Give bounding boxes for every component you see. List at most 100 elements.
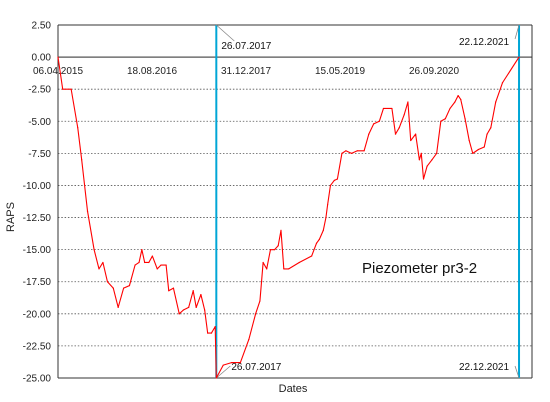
y-tick-label: 0.00 xyxy=(32,53,52,64)
data-point xyxy=(117,306,119,308)
callout-leader xyxy=(514,365,520,379)
data-point xyxy=(141,249,143,251)
data-point xyxy=(415,133,417,135)
data-point xyxy=(501,82,504,84)
data-point xyxy=(248,338,250,341)
data-point xyxy=(345,150,347,152)
y-tick-labels: 2.50 0.00 -2.50 -5.00 -7.50 -10.00 -12.50 -15.0… xyxy=(23,21,52,385)
callout-leader xyxy=(514,24,520,40)
x-tick-label: 18.08.2016 xyxy=(127,66,177,77)
callout-leader xyxy=(216,365,231,379)
data-point xyxy=(283,268,285,270)
data-point xyxy=(426,165,428,167)
data-point xyxy=(483,146,485,148)
data-point xyxy=(322,229,324,231)
data-point xyxy=(454,101,456,103)
data-point xyxy=(341,152,343,154)
data-point xyxy=(57,56,59,58)
data-point xyxy=(182,309,185,311)
data-point xyxy=(280,229,282,231)
data-point xyxy=(333,179,335,181)
data-point xyxy=(486,133,488,135)
data-point xyxy=(398,127,400,129)
data-point xyxy=(255,313,257,315)
data-point xyxy=(207,332,209,334)
data-point xyxy=(363,150,365,152)
data-point xyxy=(262,261,264,264)
y-tick-label: -7.50 xyxy=(28,149,51,160)
y-tick-label: -20.00 xyxy=(23,309,52,320)
data-point xyxy=(192,290,194,292)
data-point xyxy=(449,107,451,110)
data-point xyxy=(440,120,442,122)
data-point xyxy=(148,261,150,264)
x-tick-label: 15.05.2019 xyxy=(315,66,365,77)
data-point xyxy=(172,287,175,289)
data-point xyxy=(288,268,290,270)
data-point xyxy=(165,264,167,266)
data-point xyxy=(210,332,213,334)
data-point xyxy=(356,150,358,152)
y-tick-label: -5.00 xyxy=(28,117,51,128)
data-point xyxy=(410,139,412,142)
data-point xyxy=(298,261,300,264)
data-point xyxy=(266,268,268,270)
plot-frame xyxy=(57,24,533,379)
y-tick-label: -12.50 xyxy=(23,213,52,224)
data-point xyxy=(62,88,64,90)
data-point xyxy=(98,268,100,270)
data-point xyxy=(477,148,480,151)
x-tick-labels: 06.04.2015 18.08.2016 31.12.2017 15.05.2019… xyxy=(33,66,460,77)
data-point xyxy=(178,313,180,315)
data-point xyxy=(134,264,136,266)
data-point xyxy=(86,210,89,212)
data-point xyxy=(315,242,318,244)
data-point xyxy=(495,101,497,103)
data-point xyxy=(444,118,446,120)
data-point xyxy=(230,361,233,364)
data-point xyxy=(160,264,162,266)
data-point xyxy=(436,152,438,154)
data-point xyxy=(138,261,140,264)
x-axis-title: Dates xyxy=(279,383,308,395)
date-marker-label-bottom: 22.12.2021 xyxy=(459,362,509,373)
data-point xyxy=(460,98,462,101)
data-point xyxy=(204,309,206,311)
data-point xyxy=(81,159,83,161)
data-point xyxy=(128,284,131,287)
data-point xyxy=(394,133,397,135)
data-point xyxy=(329,184,332,187)
data-point xyxy=(325,216,327,219)
data-point xyxy=(391,107,393,110)
y-axis-title: RAPS xyxy=(5,202,17,232)
data-point xyxy=(168,290,170,292)
data-point xyxy=(277,245,279,247)
data-point xyxy=(457,95,459,97)
data-point xyxy=(214,326,216,328)
data-point xyxy=(378,120,380,122)
y-tick-label: -17.50 xyxy=(23,277,52,288)
data-point xyxy=(77,127,79,129)
data-point xyxy=(106,281,109,283)
y-tick-label: -25.00 xyxy=(23,374,52,385)
data-point xyxy=(239,361,241,364)
data-point xyxy=(336,178,338,180)
data-point xyxy=(518,56,520,58)
data-point xyxy=(431,159,433,161)
data-point xyxy=(123,287,125,289)
y-tick-label: 2.50 xyxy=(32,21,52,32)
data-point xyxy=(468,139,470,142)
chart-annotation: Piezometer pr3-2 xyxy=(362,260,477,277)
data-point xyxy=(464,118,466,120)
data-point xyxy=(200,293,202,296)
y-tick-label: -10.00 xyxy=(23,181,52,192)
data-point xyxy=(422,178,425,180)
data-point xyxy=(327,204,329,206)
data-point xyxy=(368,133,370,135)
data-point xyxy=(151,255,153,257)
data-point xyxy=(318,238,320,240)
date-marker-label-top: 26.07.2017 xyxy=(221,41,271,52)
data-point xyxy=(259,300,261,302)
data-point xyxy=(382,107,385,110)
